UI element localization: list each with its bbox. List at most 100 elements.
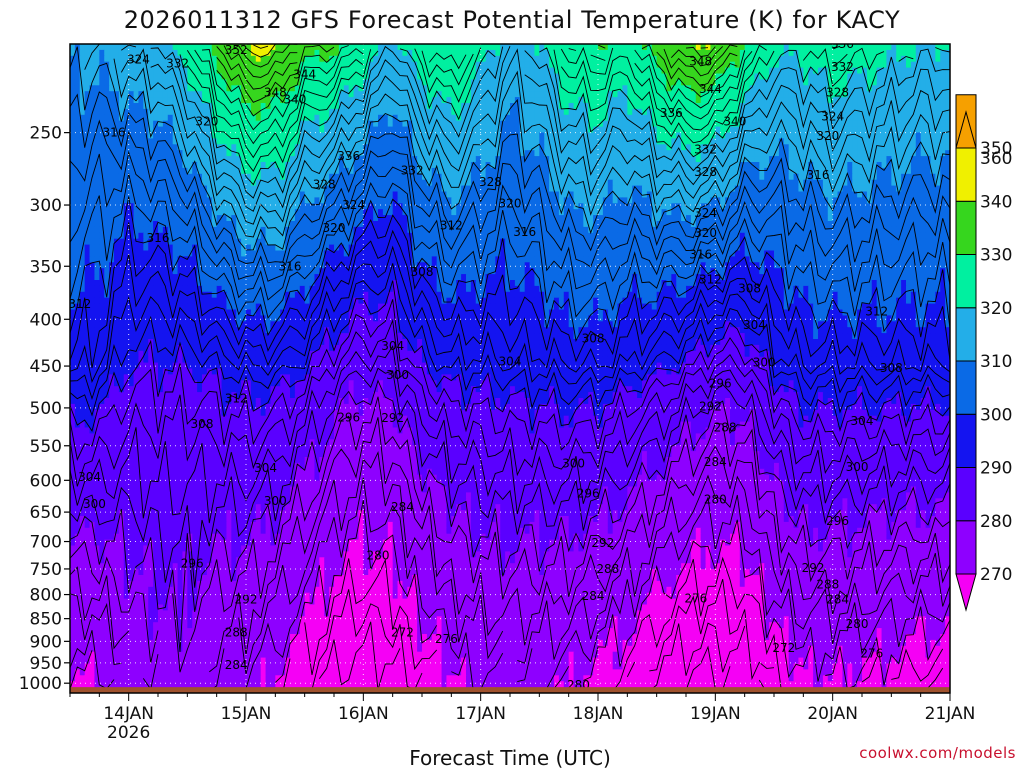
fill-cell (862, 103, 868, 110)
fill-cell (857, 67, 863, 75)
fill-cell (402, 44, 408, 51)
fill-cell (260, 55, 267, 63)
fill-cell (309, 49, 316, 57)
fill-cell (260, 179, 267, 187)
fill-cell (871, 126, 878, 134)
fill-cell (764, 103, 770, 110)
fill-cell (730, 91, 736, 98)
fill-cell (920, 67, 927, 75)
fill-cell (436, 61, 443, 69)
fill-cell (598, 73, 604, 80)
fill-cell (803, 120, 809, 128)
fill-cell (720, 67, 726, 75)
fill-cell (177, 167, 184, 175)
fill-cell (666, 191, 672, 198)
fill-cell (901, 55, 907, 63)
fill-cell (221, 44, 228, 51)
fill-cell (720, 197, 726, 204)
fill-cell (94, 55, 100, 63)
fill-cell (588, 103, 594, 110)
fill-cell (915, 44, 922, 51)
fill-cell (148, 79, 154, 86)
fill-cell (783, 162, 790, 169)
fill-cell (544, 144, 550, 151)
fill-cell (500, 191, 506, 198)
fill-cell (417, 85, 423, 92)
fill-cell (348, 185, 355, 193)
fill-cell (461, 91, 467, 98)
fill-cell (563, 179, 570, 187)
fill-cell (886, 144, 892, 151)
fill-cell (901, 67, 907, 75)
fill-cell (436, 203, 443, 210)
fill-cell (876, 108, 883, 116)
fill-cell (681, 67, 687, 75)
fill-cell (686, 120, 692, 128)
fill-cell (133, 185, 140, 193)
fill-cell (642, 97, 648, 104)
fill-cell (876, 97, 883, 104)
fill-cell (612, 49, 619, 57)
fill-cell (866, 167, 873, 175)
fill-cell (852, 185, 858, 193)
fill-cell (529, 150, 536, 157)
fill-cell (524, 61, 531, 69)
fill-cell (275, 173, 281, 181)
fill-cell (720, 156, 726, 163)
fill-cell (798, 108, 804, 116)
fill-cell (143, 67, 149, 75)
fill-cell (822, 44, 829, 51)
fill-cell (280, 55, 286, 63)
fill-cell (813, 44, 819, 51)
fill-cell (109, 103, 115, 110)
fill-cell (534, 167, 540, 175)
fill-cell (778, 61, 785, 69)
fill-cell (519, 150, 526, 157)
fill-cell (749, 103, 756, 110)
fill-cell (852, 179, 858, 187)
fill-cell (236, 49, 242, 57)
fill-cell (285, 79, 291, 86)
fill-cell (378, 91, 384, 98)
fill-cell (906, 120, 912, 128)
fill-cell (852, 167, 858, 175)
fill-cell (793, 126, 800, 134)
fill-cell (739, 173, 746, 181)
fill-cell (94, 191, 100, 198)
fill-cell (754, 61, 760, 69)
fill-cell (818, 67, 824, 75)
fill-cell (822, 61, 829, 69)
fill-cell (500, 173, 506, 181)
fill-cell (774, 61, 780, 69)
fill-cell (319, 67, 325, 75)
fill-cell (79, 138, 86, 145)
fill-cell (505, 97, 511, 104)
fill-cell (412, 191, 418, 198)
fill-cell (656, 44, 663, 51)
fill-cell (250, 91, 257, 98)
fill-cell (715, 167, 721, 175)
fill-cell (182, 67, 188, 75)
fill-cell (84, 85, 91, 92)
fill-cell (876, 61, 883, 69)
fill-cell (544, 73, 550, 80)
fill-cell (862, 179, 868, 187)
fill-cell (558, 120, 565, 128)
fill-cell (461, 79, 467, 86)
fill-cell (778, 97, 785, 104)
fill-cell (622, 103, 628, 110)
fill-cell (910, 132, 917, 139)
fill-cell (847, 108, 853, 116)
fill-cell (197, 126, 203, 134)
fill-cell (206, 108, 213, 116)
fill-cell (373, 85, 379, 92)
fill-cell (573, 138, 580, 145)
fill-cell (749, 114, 756, 122)
fill-cell (558, 55, 565, 63)
fill-cell (275, 61, 281, 69)
fill-cell (231, 150, 237, 157)
fill-cell (940, 73, 946, 80)
fill-cell (187, 79, 193, 86)
fill-cell (378, 73, 384, 80)
fill-cell (915, 167, 922, 175)
